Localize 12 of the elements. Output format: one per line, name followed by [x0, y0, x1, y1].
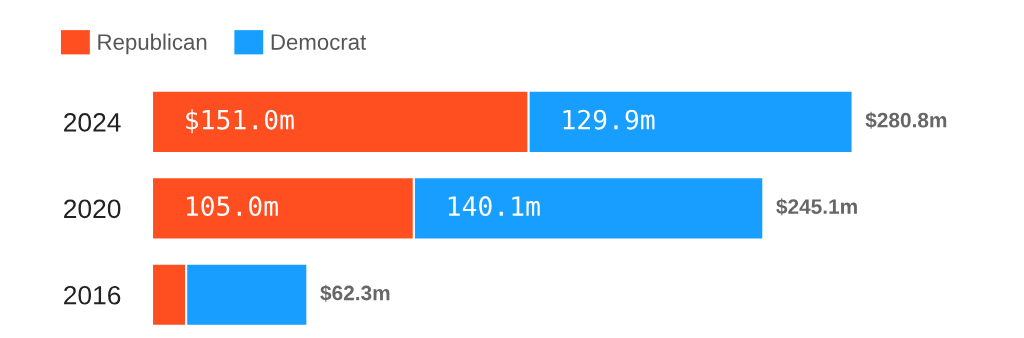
data-label: 129.9m — [563, 109, 655, 130]
total-label: $245.1m — [776, 198, 857, 216]
legend-label: Republican — [98, 33, 207, 55]
legend-label: Democrat — [271, 34, 367, 50]
total-label: $62.3m — [320, 284, 390, 302]
total-label: $280.8m — [865, 111, 947, 129]
y-tick-label: 2016 — [64, 285, 121, 305]
y-tick-label: 2024 — [64, 113, 121, 132]
y-tick-label: 2020 — [64, 199, 121, 219]
data-label: 105.0m — [186, 196, 278, 217]
data-label: 140.1m — [448, 196, 540, 217]
data-label: $151.0m — [186, 109, 294, 134]
